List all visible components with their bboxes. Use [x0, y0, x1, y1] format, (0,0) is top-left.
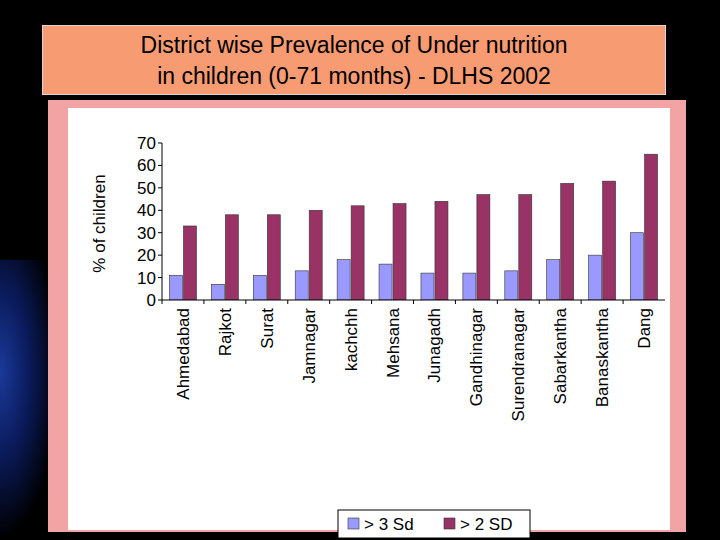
y-tick-label: 60 [137, 156, 156, 175]
y-tick-label: 0 [147, 291, 156, 310]
y-tick [158, 187, 162, 188]
bar [351, 206, 364, 300]
y-tick [158, 165, 162, 166]
x-tick-label: kachchh [342, 308, 361, 371]
x-tick [497, 300, 498, 304]
x-tick-label: Surendranagar [509, 308, 528, 422]
bar [435, 201, 448, 300]
x-tick [371, 300, 372, 304]
y-axis [162, 143, 163, 300]
bar [169, 275, 182, 300]
y-tick [158, 300, 162, 301]
bar [379, 264, 392, 300]
y-axis-label: % of children [90, 174, 109, 272]
bar [421, 273, 434, 300]
x-tick [455, 300, 456, 304]
x-tick [329, 300, 330, 304]
bar [645, 154, 658, 300]
x-tick [581, 300, 582, 304]
x-tick-label: Banaskantha [593, 307, 612, 407]
x-tick [203, 300, 204, 304]
y-tick [158, 210, 162, 211]
x-tick [162, 300, 163, 304]
bar [225, 215, 238, 300]
x-tick [245, 300, 246, 304]
bar [253, 275, 266, 300]
bar [393, 204, 406, 300]
bar [463, 273, 476, 300]
y-tick [158, 232, 162, 233]
legend-box [338, 510, 530, 538]
bar [337, 260, 350, 300]
y-tick-label: 50 [137, 179, 156, 198]
bar [183, 226, 196, 300]
legend-label: > 2 SD [460, 515, 512, 534]
x-tick-label: Sabarkantha [551, 307, 570, 404]
x-tick [539, 300, 540, 304]
y-tick [158, 255, 162, 256]
bar [309, 210, 322, 300]
y-tick-label: 20 [137, 246, 156, 265]
x-tick-label: Gandhinagar [467, 308, 486, 407]
bar [561, 183, 574, 300]
chart: 0 10 20 30 40 50 60 70 Ahmedabad Rajkot Surat Jamna… [0, 0, 720, 540]
bar [589, 255, 602, 300]
bar [505, 271, 518, 300]
bar [295, 271, 308, 300]
y-tick [158, 143, 162, 144]
bar [547, 260, 560, 300]
x-tick-label: Surat [258, 308, 277, 349]
legend-label: > 3 Sd [364, 515, 414, 534]
legend-swatch [444, 518, 455, 529]
legend-swatch [348, 518, 359, 529]
x-tick-label: Dang [635, 308, 654, 349]
x-tick [287, 300, 288, 304]
bar [631, 233, 644, 300]
y-tick-label: 40 [137, 201, 156, 220]
bar [519, 195, 532, 300]
bar [603, 181, 616, 300]
bar [267, 215, 280, 300]
y-tick-label: 70 [137, 134, 156, 153]
y-tick-label: 30 [137, 224, 156, 243]
x-tick [413, 300, 414, 304]
y-tick [158, 277, 162, 278]
x-tick-label: Mehsana [384, 307, 403, 377]
x-tick-label: Rajkot [216, 308, 235, 356]
bars [169, 154, 657, 300]
chart-panel [68, 108, 670, 530]
y-tick-label: 10 [137, 269, 156, 288]
x-tick [623, 300, 624, 304]
bar [211, 284, 224, 300]
x-tick-label: Jamnagar [300, 308, 319, 384]
x-tick-label: Ahmedabad [174, 308, 193, 400]
title: District wise Prevalence of Under nutrit… [42, 25, 666, 95]
bar [477, 195, 490, 300]
x-tick-label: Junagadh [425, 308, 444, 383]
